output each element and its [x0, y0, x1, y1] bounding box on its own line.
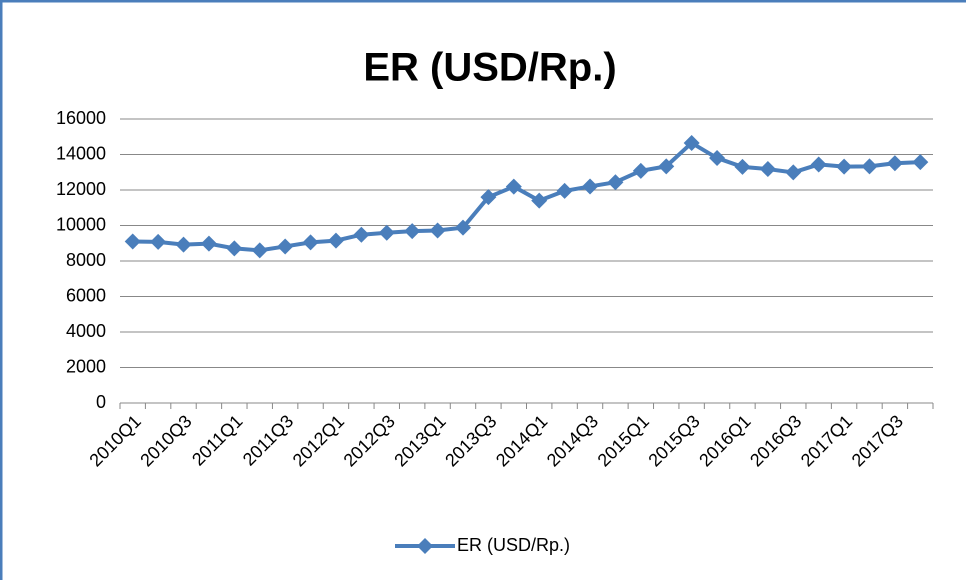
x-tick-label: 2017Q3 [848, 411, 907, 470]
y-tick-label: 12000 [56, 179, 106, 199]
data-point [912, 154, 929, 171]
data-point [454, 219, 471, 236]
x-tick-label: 2015Q1 [594, 411, 653, 470]
x-tick-label: 2011Q1 [188, 411, 246, 469]
data-point [836, 158, 853, 175]
data-point [378, 224, 395, 241]
x-tick-label: 2016Q3 [746, 411, 805, 470]
y-tick-label: 6000 [66, 285, 106, 305]
chart-title: ER (USD/Rp.) [363, 46, 616, 90]
y-tick-label: 2000 [66, 356, 106, 376]
data-point [124, 233, 141, 250]
legend-marker [417, 538, 433, 554]
x-tick-label: 2012Q3 [340, 411, 399, 470]
data-point [759, 161, 776, 178]
data-point [810, 156, 827, 173]
x-tick-label: 2010Q1 [85, 411, 144, 470]
x-tick-label: 2013Q3 [441, 411, 500, 470]
data-point [353, 226, 370, 243]
y-tick-label: 8000 [66, 250, 106, 270]
x-tick-label: 2016Q1 [695, 411, 754, 470]
y-tick-label: 14000 [56, 143, 106, 163]
y-tick-label: 16000 [56, 108, 106, 128]
data-point [150, 233, 167, 250]
series-line [132, 140, 921, 253]
x-tick-label: 2012Q1 [289, 411, 348, 470]
data-point [582, 178, 599, 195]
data-point [709, 150, 726, 167]
data-point [861, 158, 878, 175]
y-tick-label: 10000 [56, 214, 106, 234]
x-tick-label: 2013Q1 [390, 411, 449, 470]
x-tick-label: 2014Q1 [492, 411, 551, 470]
legend-label: ER (USD/Rp.) [457, 535, 570, 555]
data-point [505, 178, 522, 195]
data-point [734, 158, 751, 175]
x-tick-label: 2011Q3 [239, 411, 297, 469]
x-tick-label: 2015Q3 [644, 411, 703, 470]
y-tick-label: 0 [96, 392, 106, 412]
data-point [251, 242, 268, 259]
data-point [226, 240, 243, 257]
data-point [327, 232, 344, 249]
x-tick-label: 2017Q1 [797, 411, 856, 470]
y-tick-label: 4000 [66, 321, 106, 341]
data-point [683, 134, 700, 151]
data-point [200, 235, 217, 252]
data-point [480, 189, 497, 206]
x-tick-label: 2010Q3 [136, 411, 195, 470]
data-point [658, 158, 675, 175]
data-point [277, 238, 294, 255]
data-point [785, 164, 802, 181]
data-point [886, 155, 903, 172]
x-tick-label: 2014Q3 [543, 411, 602, 470]
data-point [175, 236, 192, 253]
data-point [404, 223, 421, 240]
data-point [429, 222, 446, 239]
data-point [302, 234, 319, 251]
data-point [531, 192, 548, 209]
data-point [632, 162, 649, 179]
data-point [556, 182, 573, 199]
data-point [607, 174, 624, 191]
